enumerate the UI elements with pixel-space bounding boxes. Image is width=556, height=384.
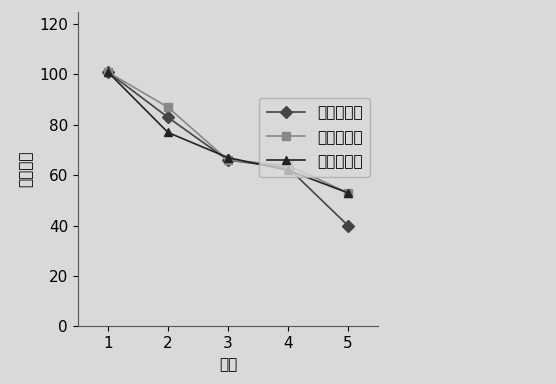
无纺布袋小 (345, 223, 351, 228)
无纺布袋小 (225, 158, 231, 162)
无纺布袋大 (225, 155, 231, 160)
X-axis label: 天数: 天数 (219, 357, 237, 372)
无纺布袋小 (105, 70, 111, 74)
Line: 无纺布袋中: 无纺布袋中 (104, 68, 352, 197)
无纺布袋小 (285, 166, 291, 170)
无纺布袋中 (105, 70, 111, 74)
无纺布袋中 (225, 158, 231, 162)
无纺布袋大 (165, 130, 171, 135)
Line: 无纺布袋小: 无纺布袋小 (104, 68, 352, 230)
无纺布袋小 (165, 115, 171, 120)
Line: 无纺布袋大: 无纺布袋大 (104, 68, 352, 197)
Y-axis label: 水分含量: 水分含量 (19, 151, 34, 187)
无纺布袋大 (285, 168, 291, 172)
无纺布袋中 (345, 190, 351, 195)
无纺布袋中 (165, 105, 171, 109)
Legend: 无纺布袋小, 无纺布袋中, 无纺布袋大: 无纺布袋小, 无纺布袋中, 无纺布袋大 (259, 98, 370, 177)
无纺布袋大 (105, 70, 111, 74)
无纺布袋中 (285, 163, 291, 167)
无纺布袋大 (345, 190, 351, 195)
